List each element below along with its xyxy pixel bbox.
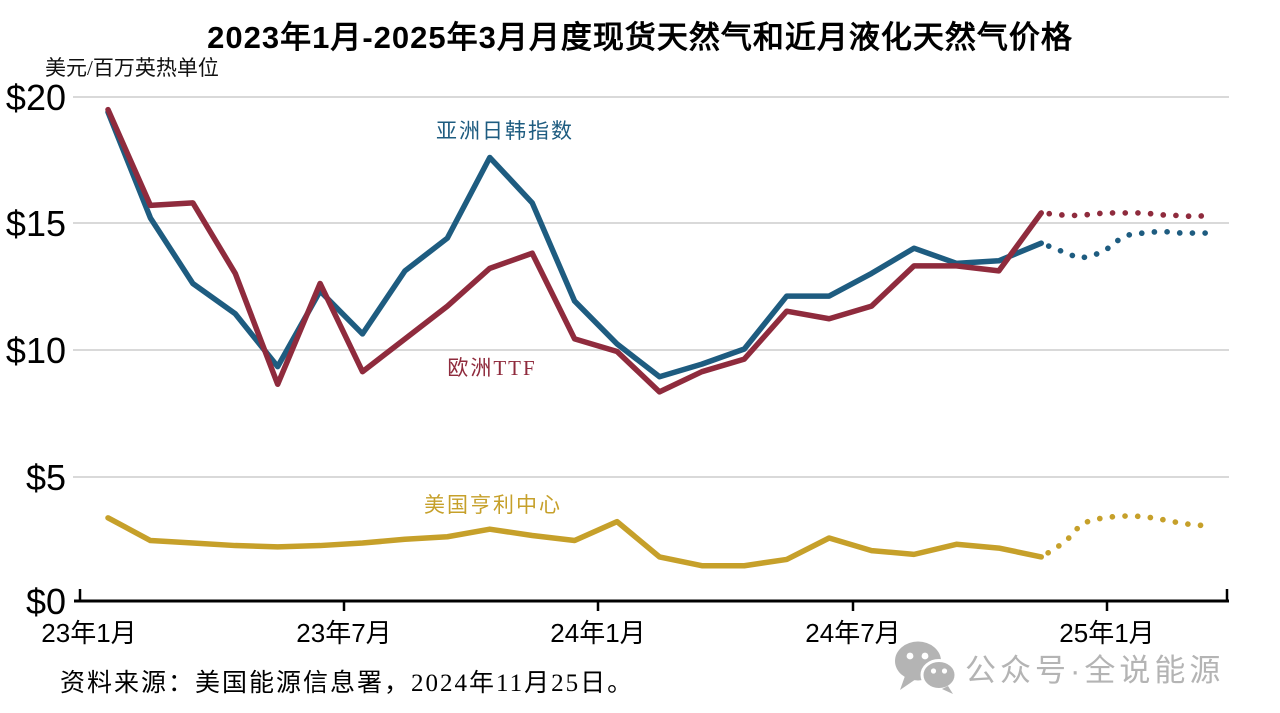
watermark: 公众号·全说能源	[893, 640, 1224, 694]
chart-title: 2023年1月-2025年3月月度现货天然气和近月液化天然气价格	[207, 20, 1073, 55]
y-tick-label: $10	[6, 330, 66, 371]
series-jkm-forecast-line	[1038, 229, 1210, 262]
wechat-icon	[895, 641, 957, 694]
series-henryhub-forecast-line	[1038, 513, 1210, 560]
y-tick-label: $5	[26, 457, 66, 498]
watermark-text: 公众号·全说能源	[965, 652, 1225, 688]
y-axis-unit-label: 美元/百万英热单位	[45, 56, 219, 80]
x-axis	[74, 589, 1229, 611]
source-note: 资料来源：美国能源信息署，2024年11月25日。	[60, 670, 635, 697]
y-tick-label: $20	[6, 77, 66, 118]
gridlines	[73, 96, 1229, 478]
x-tick-label: 24年7月	[805, 618, 900, 648]
y-tick-label: $15	[6, 203, 66, 244]
series-label-ttf: 欧洲TTF	[447, 356, 536, 380]
x-tick-label: 23年7月	[296, 618, 391, 648]
series-label-henryhub: 美国亨利中心	[424, 493, 562, 517]
y-tick-label: $0	[26, 581, 66, 622]
x-tick-label: 24年1月	[550, 618, 645, 648]
series-ttf-forecast-line	[1038, 210, 1210, 220]
series-henryhub-line	[105, 515, 1044, 569]
series-label-jkm: 亚洲日韩指数	[436, 119, 574, 143]
x-tick-label: 25年1月	[1059, 618, 1154, 648]
series-ttf-line	[105, 106, 1044, 395]
x-tick-label: 23年1月	[41, 618, 136, 648]
